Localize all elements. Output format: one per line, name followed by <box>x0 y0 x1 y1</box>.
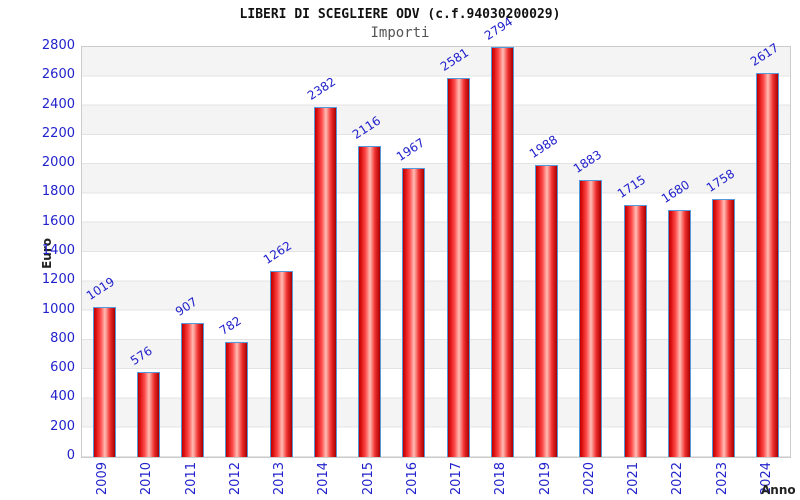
x-tick-label: 2020 <box>581 462 597 496</box>
bar-value-label: 576 <box>128 343 156 368</box>
bar-2014 <box>313 107 337 457</box>
bar-2011 <box>181 323 205 457</box>
y-tick-label: 1800 <box>41 184 75 200</box>
bar-value-label: 1967 <box>393 135 428 164</box>
bar-2024 <box>756 72 780 457</box>
x-tick-label: 2021 <box>626 462 642 496</box>
bar-2021 <box>623 204 647 457</box>
bar-value-label: 907 <box>172 294 200 320</box>
x-tick-label: 2022 <box>670 462 686 496</box>
bar-2012 <box>225 341 249 457</box>
bar-value-label: 2116 <box>349 113 383 143</box>
x-tick-label: 2011 <box>183 462 199 496</box>
bar-2009 <box>92 306 116 457</box>
bar-value-label: 1883 <box>570 147 605 177</box>
x-tick-label: 2019 <box>537 462 553 496</box>
bar-value-label: 1262 <box>261 238 295 268</box>
x-tick-label: 2010 <box>139 462 155 496</box>
bar-value-label: 1758 <box>703 166 737 195</box>
bar-value-label: 782 <box>216 313 244 338</box>
x-tick-label: 2014 <box>316 462 332 496</box>
y-tick-label: 800 <box>50 330 75 346</box>
y-tick-label: 1200 <box>41 272 75 288</box>
y-tick-label: 2600 <box>41 67 75 83</box>
x-tick-label: 2009 <box>95 462 111 496</box>
bar-2018 <box>490 46 514 457</box>
bar-2017 <box>446 78 470 457</box>
chart-subtitle: Importi <box>370 25 430 41</box>
x-tick-label: 2018 <box>493 462 509 496</box>
y-tick-label: 2800 <box>41 38 75 53</box>
bar-value-label: 1680 <box>659 177 693 206</box>
x-tick-label: 2016 <box>404 462 420 496</box>
chart-title: LIBERI DI SCEGLIERE ODV (c.f.94030200029… <box>239 7 561 22</box>
plot-area: 1019 576 907 782 1262 2382 2116 1967 2581 2794 198… <box>81 14 791 458</box>
bar-2020 <box>579 180 603 457</box>
bar-2015 <box>358 146 382 457</box>
y-tick-label: 1000 <box>41 301 75 317</box>
y-tick-label: 1400 <box>41 243 75 258</box>
bar-value-label: 1988 <box>526 132 560 161</box>
bar-2023 <box>712 198 736 457</box>
y-tick-label: 2200 <box>41 125 75 141</box>
x-tick-label: 2015 <box>360 462 376 496</box>
x-axis-title: Anno <box>761 483 796 497</box>
bar-2019 <box>535 164 559 457</box>
x-tick-label: 2012 <box>227 462 243 496</box>
y-tick-label: 600 <box>50 360 75 376</box>
bar-value-label: 2382 <box>305 74 339 104</box>
bar-2013 <box>269 271 293 457</box>
y-tick-label: 2400 <box>41 96 75 112</box>
bar-2010 <box>136 371 160 457</box>
bar-2016 <box>402 167 426 457</box>
y-tick-label: 2000 <box>41 155 75 171</box>
bar-value-label: 1019 <box>84 274 118 303</box>
y-tick-label: 0 <box>66 448 75 463</box>
bar-value-label: 2581 <box>438 45 472 74</box>
bar-2022 <box>667 210 691 457</box>
x-tick-label: 2017 <box>449 462 465 496</box>
bar-value-label: 2617 <box>747 40 782 69</box>
y-tick-label: 200 <box>50 418 75 434</box>
x-tick-label: 2023 <box>714 462 730 496</box>
y-tick-label: 400 <box>50 389 75 405</box>
x-tick-label: 2013 <box>272 462 288 496</box>
bar-value-label: 1715 <box>615 172 649 201</box>
y-tick-label: 1600 <box>41 213 75 229</box>
